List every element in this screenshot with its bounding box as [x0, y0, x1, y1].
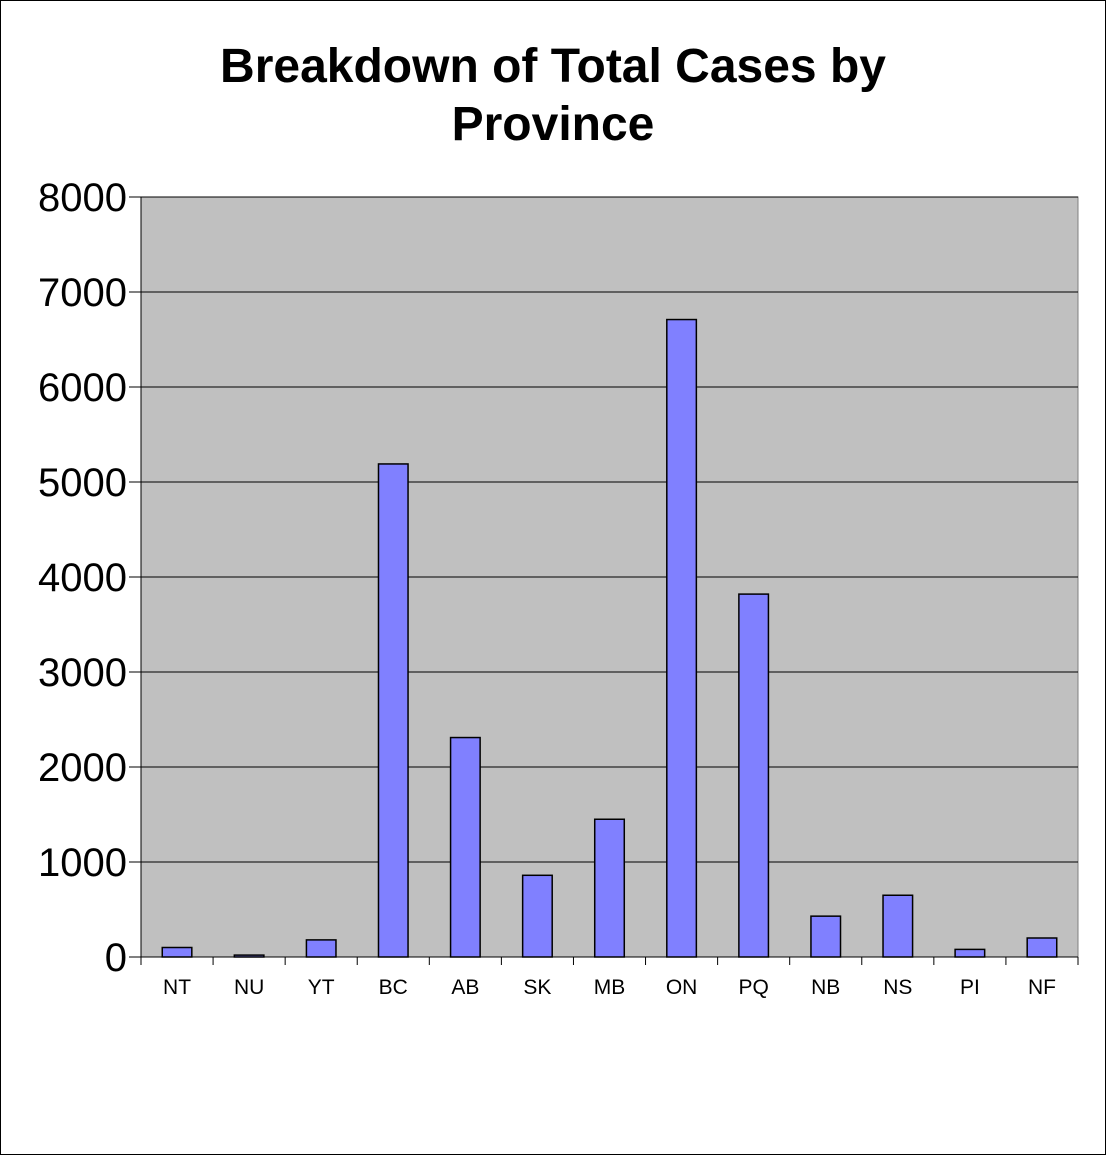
- x-tick-label: NB: [811, 976, 840, 999]
- x-tick-label: BC: [379, 976, 408, 999]
- chart-title: Breakdown of Total Cases by Province: [220, 40, 886, 151]
- x-tick-label: NT: [163, 976, 191, 999]
- x-tick-label: ON: [666, 976, 698, 999]
- bar-bc: [377, 463, 409, 958]
- x-tick-labels: NT NU YT BC AB SK MB ON PQ NB NS PI NF: [163, 976, 1056, 999]
- bar-nb: [810, 915, 842, 958]
- y-tick-label: 8000: [38, 176, 127, 220]
- bars: [161, 318, 1058, 958]
- x-tick-label: NF: [1028, 976, 1056, 999]
- bar-ab: [449, 736, 481, 958]
- y-tick-labels: 0 1000 2000 3000 4000 5000 6000 7000 8000: [38, 176, 127, 980]
- x-tick-label: NU: [234, 976, 264, 999]
- bar-sk: [521, 874, 553, 958]
- y-tick-label: 2000: [38, 746, 127, 790]
- bar-nf: [1026, 937, 1058, 958]
- x-tick-label: NS: [883, 976, 912, 999]
- bar-yt: [305, 939, 337, 958]
- y-tick-label: 0: [105, 936, 127, 980]
- bar-ns: [882, 894, 914, 958]
- x-tick-label: MB: [594, 976, 626, 999]
- bar-pi: [954, 948, 986, 958]
- y-tick-label: 1000: [38, 841, 127, 885]
- x-tick-label: AB: [451, 976, 479, 999]
- y-tick-label: 4000: [38, 556, 127, 600]
- y-tick-label: 7000: [38, 271, 127, 315]
- bar-on: [666, 318, 698, 958]
- bar-nt: [161, 946, 193, 958]
- bar-pq: [738, 593, 770, 958]
- y-tick-label: 3000: [38, 651, 127, 695]
- y-tick-label: 5000: [38, 461, 127, 505]
- x-tick-label: PQ: [738, 976, 768, 999]
- x-tick-label: YT: [308, 976, 335, 999]
- x-tick-label: PI: [960, 976, 980, 999]
- bar-mb: [593, 818, 626, 958]
- y-tick-label: 6000: [38, 366, 127, 410]
- bar-nu: [233, 954, 265, 958]
- x-tick-label: SK: [523, 976, 551, 999]
